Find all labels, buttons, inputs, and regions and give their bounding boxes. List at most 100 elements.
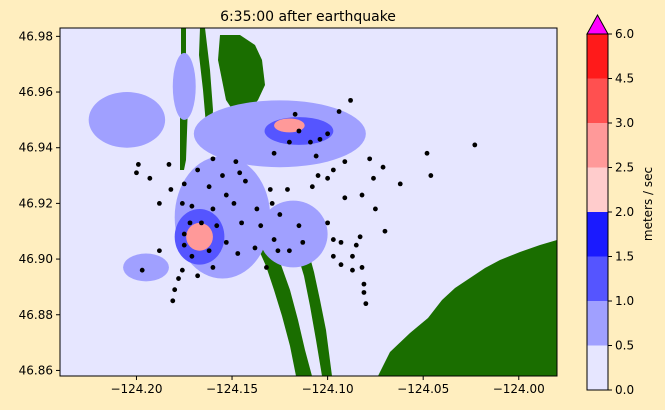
gauge-point-33	[254, 206, 260, 212]
gauge-point-23	[210, 265, 216, 270]
gauge-point-48	[350, 253, 355, 259]
colorbar-tick-label: 6.0	[615, 27, 634, 41]
x-tick-label: −124.20	[110, 382, 162, 396]
east-coast-land	[378, 28, 557, 376]
gauge-point-57	[342, 195, 348, 201]
gauge-point-86	[271, 237, 277, 242]
gauge-point-6	[157, 200, 162, 206]
gauge-point-8	[195, 167, 201, 173]
gauge-point-2	[147, 175, 153, 181]
gauge-point-45	[338, 239, 344, 245]
gauge-point-75	[348, 97, 353, 103]
gauge-point-63	[371, 175, 376, 181]
land-masses	[180, 28, 557, 376]
gauge-point-36	[267, 187, 273, 192]
gauge-point-21	[189, 253, 195, 259]
gauge-point-0	[135, 162, 141, 167]
gauge-point-14	[214, 223, 220, 229]
gauge-point-55	[373, 206, 378, 212]
gauge-point-72	[286, 139, 292, 145]
gauge-point-3	[166, 162, 172, 167]
gauge-point-67	[313, 153, 319, 159]
speed-region-9	[88, 92, 166, 148]
speed-region-8	[172, 53, 196, 120]
gauge-point-37	[285, 187, 290, 192]
gauge-point-84	[252, 245, 258, 251]
gauge-point-29	[157, 248, 162, 254]
y-axis: 46.86 46.88 46.90 46.92 46.94 46.96 46.98	[19, 29, 60, 377]
gauge-point-34	[258, 223, 264, 229]
gauge-point-35	[269, 200, 275, 206]
speed-region-3	[123, 253, 169, 282]
north-bay-islands	[218, 35, 265, 115]
gauge-point-32	[239, 220, 244, 226]
gauge-point-11	[237, 170, 243, 176]
x-tick-label: −124.15	[206, 382, 258, 396]
gauge-point-18	[187, 220, 193, 226]
gauge-point-64	[380, 164, 386, 170]
gauge-point-28	[170, 298, 176, 304]
gauge-point-71	[296, 128, 302, 134]
speed-region-4	[258, 200, 328, 268]
gauge-point-70	[317, 136, 323, 142]
gauge-point-73	[271, 150, 277, 156]
gauge-point-81	[243, 178, 248, 184]
gauge-point-51	[361, 281, 367, 287]
y-tick-label: 46.94	[19, 141, 53, 155]
colorbar-extend-triangle	[586, 13, 609, 35]
colorbar-swatch-0	[587, 345, 608, 390]
chart-title: 6:35:00 after earthquake	[220, 9, 396, 25]
gauge-point-53	[361, 290, 367, 295]
gauge-point-66	[308, 139, 313, 145]
gauge-point-44	[330, 237, 336, 242]
map-plot-area	[60, 28, 557, 376]
gauge-point-85	[264, 265, 269, 270]
gauge-point-87	[357, 234, 363, 240]
plot-frame	[59, 27, 558, 377]
gauge-point-25	[179, 267, 185, 273]
gauge-point-83	[235, 251, 241, 256]
gauge-point-41	[286, 248, 292, 254]
colorbar-swatch-3	[587, 212, 608, 257]
colorbar-swatch-2	[587, 256, 608, 301]
y-tick-label: 46.92	[19, 196, 53, 210]
gauge-point-74	[292, 111, 298, 117]
gauge-point-39	[296, 223, 302, 229]
y-tick-label: 46.98	[19, 29, 53, 43]
colorbar-swatch-7	[587, 34, 608, 79]
gauge-point-46	[330, 253, 336, 259]
gauge-point-47	[338, 262, 344, 268]
colorbar-label: meters / sec	[641, 167, 655, 241]
gauge-point-9	[206, 184, 212, 190]
gauge-point-82	[210, 156, 216, 162]
gauge-point-56	[359, 192, 365, 198]
gauge-point-68	[325, 131, 331, 137]
colorbar-tick-label: 0.0	[615, 383, 634, 397]
gauge-point-4	[181, 181, 187, 187]
colorbar-tick-label: 2.0	[615, 205, 634, 219]
gauge-point-50	[359, 265, 365, 270]
x-axis: −124.20 −124.15 −124.10 −124.05 −124.00	[110, 376, 545, 396]
colorbar-tick-label: 4.5	[615, 72, 634, 86]
current-speed-regions	[88, 53, 366, 282]
gauge-point-42	[275, 248, 281, 254]
x-tick-label: −124.05	[397, 382, 449, 396]
gauge-point-12	[233, 159, 239, 165]
gauge-point-31	[223, 239, 229, 245]
colorbar-swatch-1	[587, 301, 608, 346]
gauge-point-80	[231, 200, 237, 206]
speed-region-2	[186, 222, 213, 251]
gauge-point-16	[199, 220, 204, 226]
colorbar-swatch-5	[587, 123, 608, 168]
gauge-point-54	[382, 228, 388, 234]
gauge-point-40	[300, 239, 306, 245]
south-spit	[258, 240, 312, 376]
gauge-point-38	[277, 212, 283, 217]
gauge-point-77	[424, 150, 430, 156]
y-tick-label: 46.86	[19, 363, 53, 377]
colorbar-tick-label: 1.0	[615, 294, 634, 308]
gauge-point-15	[210, 206, 216, 212]
y-tick-label: 46.88	[19, 308, 53, 322]
gauge-point-1	[134, 170, 139, 176]
